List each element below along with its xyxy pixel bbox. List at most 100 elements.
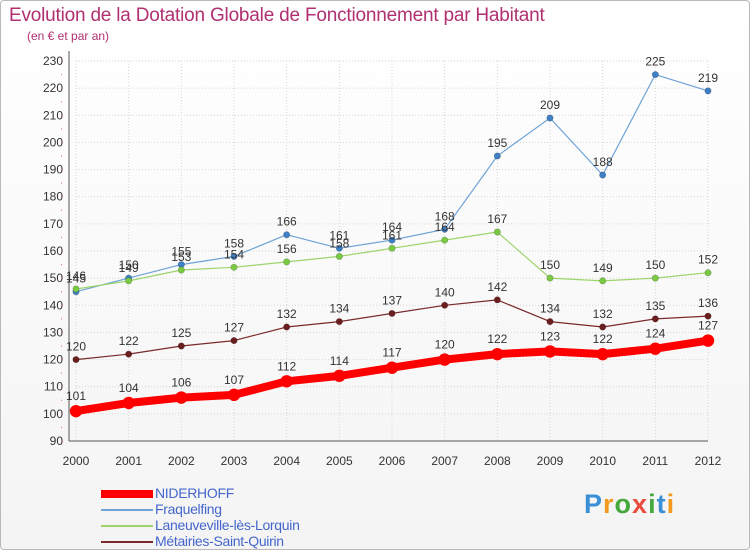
legend-swatch [101, 490, 153, 498]
x-tick-label: 2008 [484, 454, 511, 468]
data-label: 158 [329, 236, 349, 250]
data-label: 225 [645, 55, 665, 69]
data-point [388, 244, 396, 252]
data-point [599, 277, 607, 285]
data-label: 146 [66, 269, 86, 283]
data-label: 167 [487, 212, 507, 226]
data-label: 134 [329, 302, 349, 316]
data-label: 150 [645, 258, 665, 272]
data-point [335, 318, 343, 326]
y-tick-label: 150 [43, 271, 63, 285]
data-label: 120 [66, 340, 86, 354]
data-label: 158 [224, 236, 244, 250]
data-label: 156 [277, 242, 297, 256]
data-point [493, 228, 501, 236]
data-point [651, 315, 659, 323]
data-label: 166 [277, 215, 297, 229]
logo-letter: t [656, 489, 667, 519]
data-point [230, 263, 238, 271]
x-tick-label: 2011 [642, 454, 668, 468]
chart-title: Evolution de la Dotation Globale de Fonc… [9, 5, 545, 26]
x-tick-label: 2002 [168, 454, 195, 468]
logo-letter: o [614, 489, 633, 519]
data-label: 149 [119, 261, 139, 275]
logo-letter: P [584, 489, 604, 519]
data-label: 161 [329, 228, 349, 242]
data-label: 107 [224, 373, 244, 387]
data-point [175, 391, 188, 404]
data-label: 124 [645, 327, 665, 341]
data-point [230, 337, 238, 345]
data-point [388, 236, 396, 244]
data-label: 219 [698, 71, 718, 85]
data-point [227, 388, 241, 402]
x-tick-label: 2001 [115, 454, 142, 468]
data-point [72, 285, 80, 293]
proxiti-logo: Proxiti [584, 489, 675, 520]
data-label: 155 [171, 245, 191, 259]
data-label: 164 [435, 220, 455, 234]
legend-swatch [101, 509, 153, 511]
x-tick-label: 2007 [431, 454, 458, 468]
data-label: 122 [119, 334, 139, 348]
data-label: 127 [698, 319, 718, 333]
data-label: 120 [435, 338, 455, 352]
data-point [546, 318, 554, 326]
data-label: 112 [277, 359, 296, 373]
data-label: 123 [540, 329, 560, 343]
data-point [438, 353, 451, 366]
legend-label: Métairies-Saint-Quirin [155, 533, 284, 549]
data-label: 209 [540, 98, 560, 112]
y-tick-label: 100 [43, 407, 63, 421]
data-label: 134 [540, 302, 560, 316]
y-tick-label: 210 [43, 108, 63, 122]
data-point [385, 361, 399, 374]
x-tick-label: 2009 [537, 454, 564, 468]
data-point [599, 171, 607, 179]
data-label: 140 [435, 285, 455, 299]
y-tick-label: 180 [43, 190, 63, 204]
data-label: 152 [698, 253, 718, 267]
data-label: 125 [171, 326, 191, 340]
data-label: 188 [593, 155, 613, 169]
data-point [125, 350, 133, 358]
data-point [701, 334, 715, 347]
data-label: 136 [698, 296, 718, 310]
data-label: 135 [645, 299, 665, 313]
data-label: 114 [330, 354, 349, 368]
data-label: 150 [119, 258, 139, 272]
y-tick-label: 140 [43, 298, 63, 312]
data-point [441, 236, 449, 244]
data-point [493, 296, 501, 304]
grid-lines [75, 60, 709, 442]
data-point [651, 274, 659, 282]
y-tick-label: 110 [44, 380, 63, 394]
data-label: 132 [593, 307, 613, 321]
data-label: 127 [224, 321, 244, 335]
data-point [704, 87, 712, 95]
data-label: 154 [224, 247, 244, 261]
data-point [543, 345, 557, 358]
data-label: 164 [382, 220, 402, 234]
data-point [491, 347, 504, 361]
data-point [177, 342, 185, 350]
data-point [122, 396, 135, 410]
data-point [69, 404, 83, 418]
legend-label: Laneuveville-lès-Lorquin [155, 517, 300, 533]
y-tick-label: 160 [43, 244, 63, 258]
data-point [283, 323, 291, 331]
y-tick-label: 120 [43, 353, 63, 367]
data-label: 101 [66, 389, 86, 403]
data-point [333, 369, 346, 383]
data-point [704, 312, 712, 320]
data-label: 153 [171, 250, 191, 264]
data-point [599, 323, 607, 331]
data-label: 145 [66, 272, 86, 286]
data-point [441, 301, 449, 309]
y-tick-label: 90 [50, 434, 64, 448]
data-label: 117 [382, 346, 401, 360]
y-tick-label: 220 [43, 81, 63, 95]
data-label: 149 [593, 261, 613, 275]
